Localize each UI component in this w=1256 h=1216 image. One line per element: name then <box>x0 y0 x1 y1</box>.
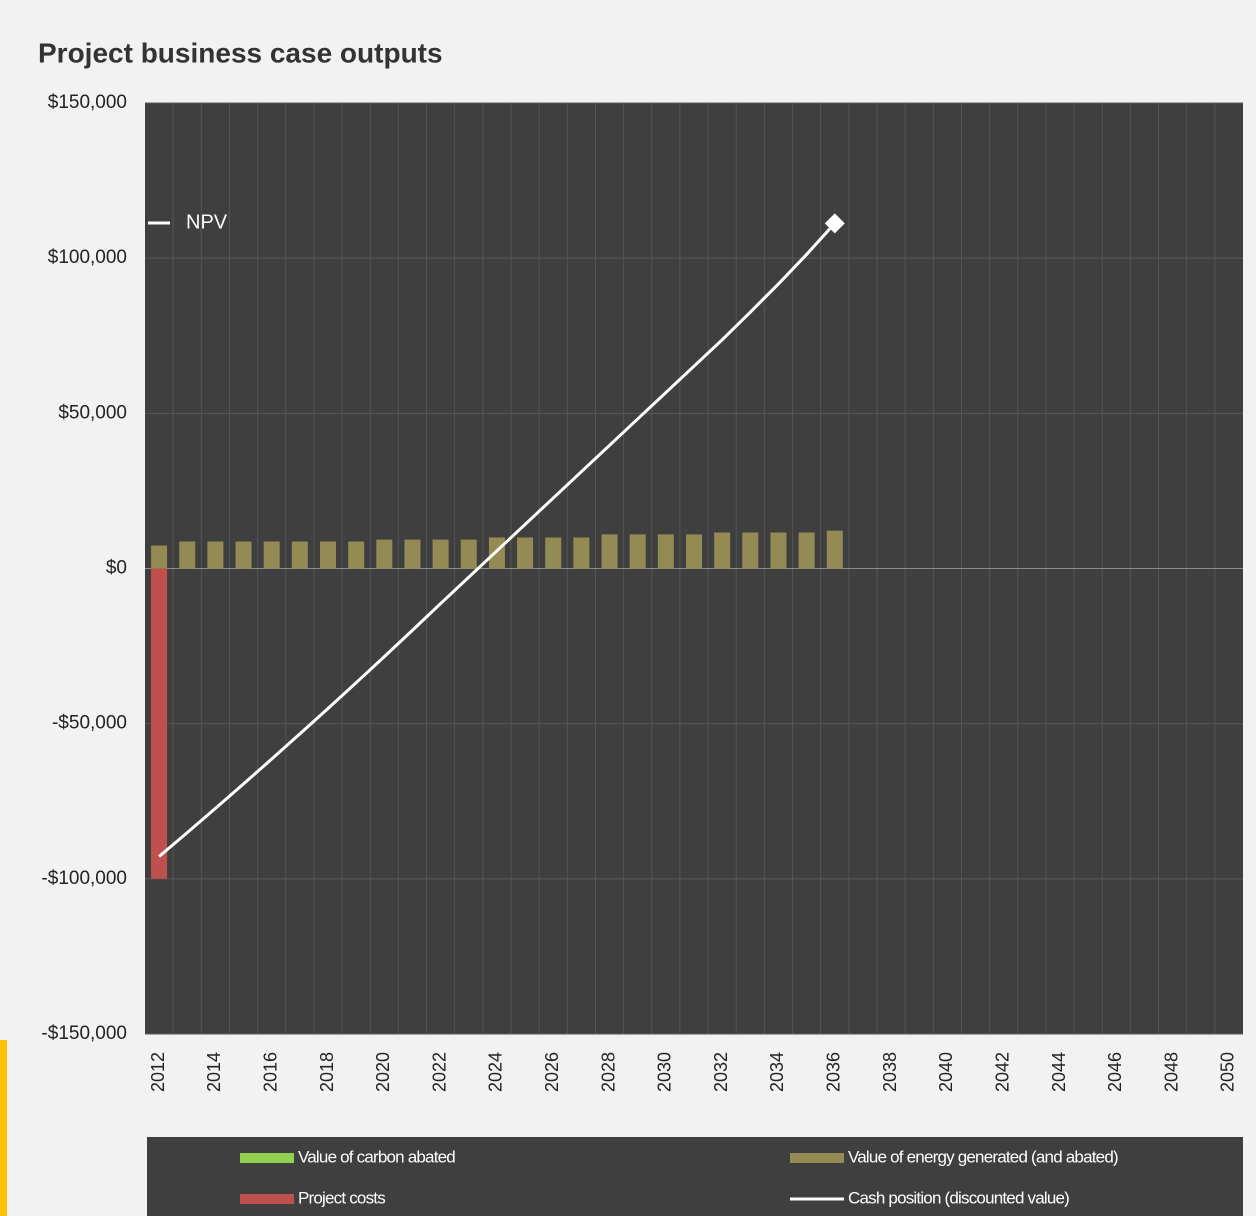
bar <box>320 541 336 569</box>
bar <box>573 537 590 569</box>
x-tick-label: 2040 <box>936 1052 956 1092</box>
bar <box>376 539 393 569</box>
y-tick-label: $50,000 <box>58 402 127 423</box>
legend-label: Value of carbon abated <box>298 1147 455 1166</box>
bar <box>714 532 731 569</box>
bar <box>404 539 421 569</box>
x-tick-label: 2034 <box>767 1052 787 1092</box>
side-strip <box>0 1040 7 1216</box>
x-tick-label: 2028 <box>598 1052 618 1092</box>
marker <box>824 213 845 234</box>
bar <box>545 537 562 569</box>
x-tick-label: 2036 <box>824 1052 844 1092</box>
x-tick-label: 2038 <box>880 1052 900 1092</box>
bar <box>601 534 618 569</box>
bar <box>179 541 196 569</box>
x-tick-label: 2046 <box>1105 1052 1125 1092</box>
x-tick-label: 2030 <box>655 1052 675 1092</box>
bar <box>151 568 168 879</box>
legend-swatch <box>790 1153 844 1163</box>
bar <box>235 541 252 569</box>
bar <box>263 541 280 569</box>
legend-label: Project costs <box>298 1188 385 1207</box>
y-tick-label: $0 <box>106 558 127 579</box>
x-tick-label: 2032 <box>711 1052 731 1092</box>
legend-box <box>147 1137 1243 1216</box>
x-tick-label: 2044 <box>1049 1052 1069 1092</box>
y-tick-label: $150,000 <box>48 92 127 113</box>
x-tick-label: 2020 <box>373 1052 393 1092</box>
bar <box>488 537 505 569</box>
x-tick-label: 2016 <box>260 1052 280 1092</box>
bar <box>826 530 843 569</box>
x-tick-label: 2042 <box>992 1052 1012 1092</box>
legend-swatch <box>240 1194 294 1204</box>
line <box>158 222 836 858</box>
legend-label: Cash position (discounted value) <box>848 1188 1069 1207</box>
bar <box>770 532 787 569</box>
bar <box>657 534 674 569</box>
bar <box>432 539 449 569</box>
legend-label: Value of energy generated (and abated) <box>848 1147 1118 1166</box>
x-tick-label: 2048 <box>1161 1052 1181 1092</box>
bar <box>517 537 534 569</box>
x-tick-label: 2050 <box>1218 1052 1238 1092</box>
bar <box>151 545 168 569</box>
bar <box>742 532 759 569</box>
bar <box>291 541 308 569</box>
y-tick-label: -$100,000 <box>41 868 127 889</box>
x-tick-label: 2012 <box>148 1052 168 1092</box>
bar <box>798 532 815 569</box>
bar <box>686 534 702 569</box>
y-tick-label: $100,000 <box>48 247 127 268</box>
x-tick-label: 2022 <box>429 1052 449 1092</box>
bar <box>460 539 477 569</box>
legend-label: NPV <box>186 211 228 233</box>
bar <box>629 534 646 569</box>
legend-swatch <box>240 1153 294 1163</box>
x-tick-label: 2014 <box>204 1052 224 1092</box>
chart-title: Project business case outputs <box>38 37 443 68</box>
x-tick-label: 2024 <box>486 1052 506 1092</box>
x-tick-label: 2026 <box>542 1052 562 1092</box>
bar <box>348 541 365 569</box>
y-tick-label: -$150,000 <box>41 1023 127 1044</box>
bar <box>207 541 224 569</box>
y-tick-label: -$50,000 <box>52 713 127 734</box>
x-tick-label: 2018 <box>317 1052 337 1092</box>
